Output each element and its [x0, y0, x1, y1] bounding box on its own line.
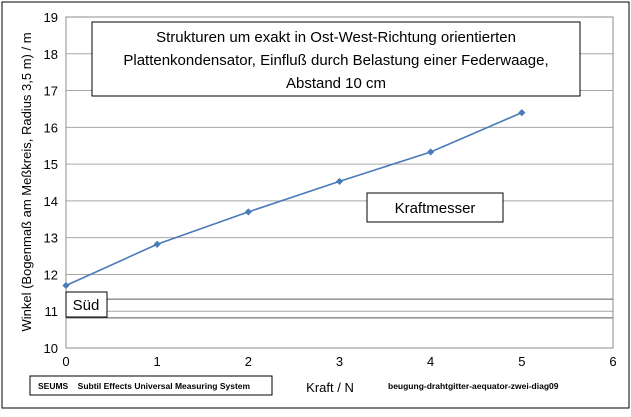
footer-left-frame	[29, 375, 273, 396]
x-axis-label: Kraft / N	[306, 380, 354, 395]
plot-area	[65, 16, 614, 349]
sued-label: Süd	[73, 297, 100, 314]
reference-lines	[66, 298, 613, 319]
sued-box: Süd	[65, 291, 108, 318]
x-tick-label: 1	[154, 354, 161, 369]
data-point	[62, 281, 70, 290]
series-layer	[62, 109, 526, 290]
y-tick-label: 17	[44, 84, 58, 99]
series-line	[65, 111, 523, 287]
x-tick-labels: 0 1 2 3 4 5 6	[62, 354, 616, 369]
title-box: Strukturen um exakt in Ost-West-Richtung…	[91, 21, 581, 97]
x-tick-label: 3	[336, 354, 343, 369]
footer-left-text: SEUMS Subtil Effects Universal Measuring…	[38, 381, 251, 391]
y-tick-label: 12	[44, 267, 58, 282]
y-tick-label: 11	[45, 304, 59, 319]
x-tick-label: 0	[62, 354, 69, 369]
kraftmesser-label: Kraftmesser	[395, 200, 476, 217]
y-tick-label: 18	[44, 47, 58, 62]
y-tick-labels: 10 11 12 13 14 15 16 17 18 19	[44, 10, 58, 356]
data-point	[335, 177, 344, 185]
data-point	[244, 208, 252, 216]
data-point	[518, 109, 526, 117]
y-axis-label: Winkel (Bogenmaß am Meßkreis, Radius 3,5…	[19, 32, 34, 331]
x-tick-label: 4	[427, 354, 434, 369]
x-tick-label: 5	[518, 354, 525, 369]
y-tick-label: 19	[44, 10, 58, 25]
title-box-frame	[91, 21, 581, 97]
y-tick-label: 14	[44, 194, 58, 209]
sued-box-frame	[65, 291, 108, 318]
x-tick-label: 6	[609, 354, 616, 369]
kraftmesser-box: Kraftmesser	[366, 192, 504, 223]
data-point	[427, 148, 435, 156]
title-line-1: Strukturen um exakt in Ost-West-Richtung…	[156, 29, 516, 46]
title-line-2: Plattenkondensator, Einfluß durch Belast…	[123, 52, 548, 69]
kraftmesser-box-frame	[366, 192, 504, 223]
data-point	[153, 240, 161, 248]
footer-left-box: SEUMS Subtil Effects Universal Measuring…	[29, 375, 273, 396]
title-line-3: Abstand 10 cm	[286, 75, 386, 92]
y-tick-label: 13	[44, 231, 58, 246]
y-tick-label: 16	[44, 120, 58, 135]
footer-right-text: beugung-drahtgitter-aequator-zwei-diag09	[388, 381, 559, 391]
y-tick-label: 15	[44, 157, 58, 172]
y-tick-label: 10	[44, 341, 58, 356]
x-tick-label: 2	[245, 354, 252, 369]
